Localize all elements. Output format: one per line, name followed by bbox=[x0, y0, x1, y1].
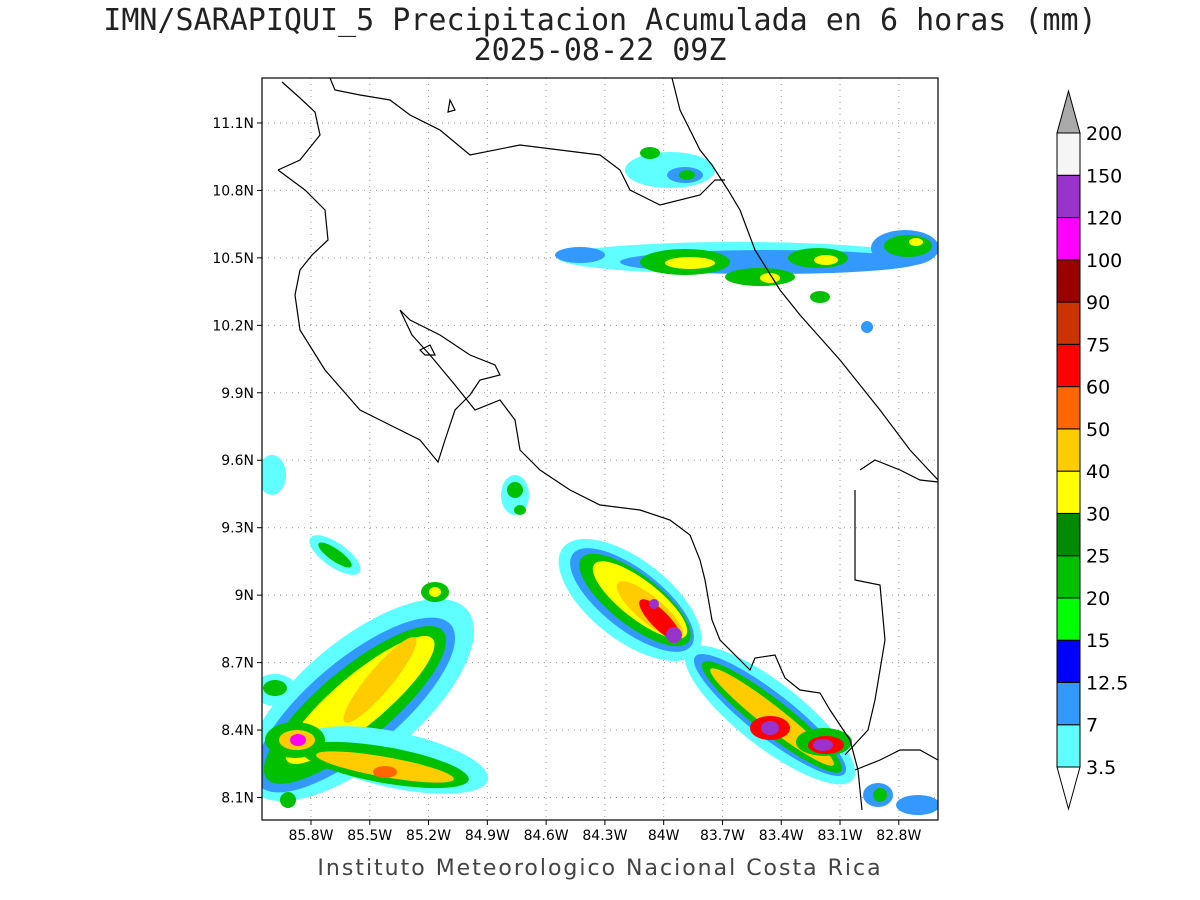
lat-tick-label: 9N bbox=[235, 588, 254, 604]
colorbar-level-label: 40 bbox=[1086, 461, 1110, 483]
colorbar-swatch bbox=[1056, 512, 1081, 557]
lon-tick-label: 84.9W bbox=[465, 828, 510, 844]
lat-tick-label: 11.1N bbox=[212, 116, 254, 132]
colorbar-level-label: 7 bbox=[1086, 715, 1098, 737]
colorbar-legend: 3.5 7 12.5 15 20 25 30 40 50 60 75 90 100 120 150 200 bbox=[1056, 89, 1128, 811]
map-title: IMN/SARAPIQUI_5 Precipitacion Acumulada … bbox=[103, 3, 1097, 38]
colorbar-swatch bbox=[1056, 343, 1081, 388]
colorbar-level-label: 25 bbox=[1086, 546, 1110, 568]
colorbar-level-label: 100 bbox=[1086, 250, 1122, 272]
map-timestamp: 2025-08-22 09Z bbox=[473, 33, 727, 68]
precip-band-west bbox=[262, 455, 489, 808]
lon-tick-label: 84.3W bbox=[582, 828, 627, 844]
precip-band-south bbox=[684, 645, 938, 815]
lon-tick-label: 85.5W bbox=[347, 828, 392, 844]
colorbar-level-label: 60 bbox=[1086, 377, 1110, 399]
colorbar-level-label: 150 bbox=[1086, 165, 1122, 187]
colorbar-swatch bbox=[1056, 470, 1081, 514]
coastlines bbox=[277, 78, 938, 811]
colorbar-swatch bbox=[1056, 217, 1081, 261]
colorbar-level-label: 120 bbox=[1086, 208, 1122, 230]
colorbar-under-triangle bbox=[1056, 766, 1081, 811]
colorbar-swatch bbox=[1056, 301, 1081, 345]
lat-tick-label: 9.9N bbox=[221, 386, 254, 402]
lon-tick-label: 84W bbox=[648, 828, 680, 844]
precip-band-central bbox=[501, 475, 702, 662]
colorbar-swatch bbox=[1056, 132, 1081, 176]
precip-field bbox=[262, 147, 938, 815]
colorbar-swatch bbox=[1056, 555, 1081, 599]
colorbar-level-label: 20 bbox=[1086, 588, 1110, 610]
lon-tick-label: 82.8W bbox=[876, 828, 921, 844]
lon-tick-label: 83.7W bbox=[700, 828, 745, 844]
colorbar-swatch bbox=[1056, 639, 1081, 683]
precip-band-north bbox=[555, 147, 938, 333]
colorbar-level-label: 30 bbox=[1086, 503, 1110, 525]
lat-tick-label: 9.6N bbox=[221, 453, 254, 469]
colorbar-over-triangle bbox=[1056, 89, 1081, 134]
lon-tick-label: 85.2W bbox=[406, 828, 451, 844]
footer-credit: Instituto Meteorologico Nacional Costa R… bbox=[317, 856, 883, 881]
lat-tick-label: 10.2N bbox=[212, 318, 254, 334]
colorbar-level-label: 50 bbox=[1086, 419, 1110, 441]
lat-tick-label: 9.3N bbox=[221, 521, 254, 537]
colorbar-level-label: 75 bbox=[1086, 334, 1110, 356]
colorbar-level-label: 200 bbox=[1086, 123, 1122, 145]
map-frame bbox=[261, 77, 939, 821]
colorbar-swatch bbox=[1056, 597, 1081, 641]
lat-tick-label: 8.4N bbox=[221, 723, 254, 739]
lat-tick-label: 8.1N bbox=[221, 791, 254, 807]
colorbar-swatch bbox=[1056, 724, 1081, 768]
colorbar-swatch bbox=[1056, 681, 1081, 726]
colorbar-swatch bbox=[1056, 386, 1081, 430]
colorbar-swatch bbox=[1056, 174, 1081, 219]
lat-tick-label: 8.7N bbox=[221, 656, 254, 672]
lat-tick-label: 10.8N bbox=[212, 183, 254, 199]
colorbar-level-label: 3.5 bbox=[1086, 757, 1116, 779]
colorbar-swatch bbox=[1056, 428, 1081, 472]
colorbar-level-label: 12.5 bbox=[1086, 672, 1128, 694]
colorbar-level-label: 15 bbox=[1086, 630, 1110, 652]
lat-tick-label: 10.5N bbox=[212, 251, 254, 267]
lon-tick-label: 85.8W bbox=[288, 828, 333, 844]
colorbar-level-label: 90 bbox=[1086, 292, 1110, 314]
lon-tick-label: 83.1W bbox=[818, 828, 863, 844]
lon-tick-label: 84.6W bbox=[524, 828, 569, 844]
lon-tick-label: 83.4W bbox=[759, 828, 804, 844]
axes: 8.1N 8.4N 8.7N 9N 9.3N 9.6N 9.9N 10.2N 10.5N 10.8… bbox=[212, 116, 921, 844]
colorbar-swatch bbox=[1056, 259, 1081, 303]
